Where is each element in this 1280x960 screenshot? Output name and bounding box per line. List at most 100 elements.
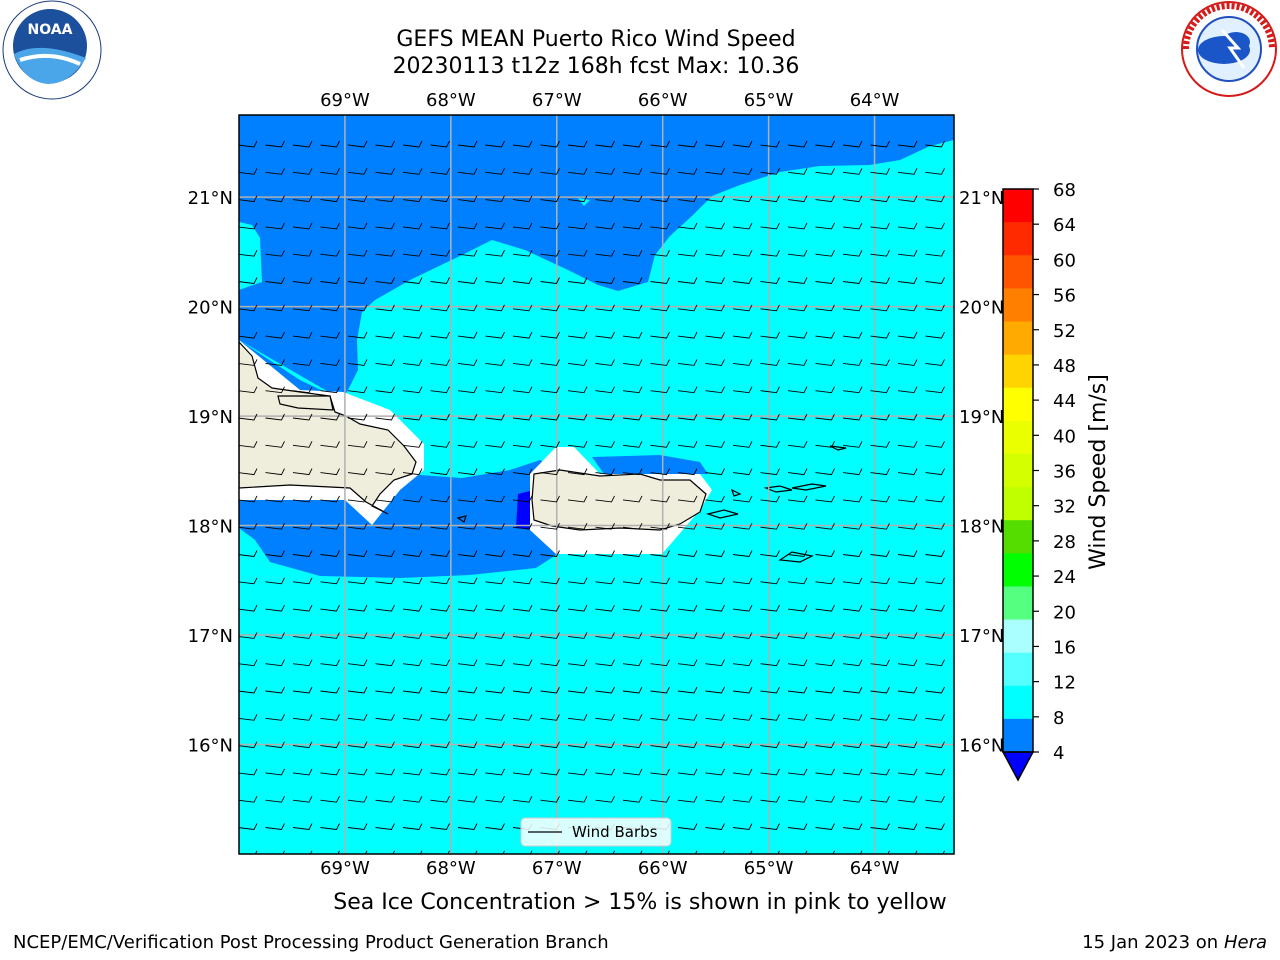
wind-barb (320, 604, 340, 612)
colorbar-swatch (1003, 586, 1033, 621)
wind-barb (485, 168, 505, 175)
wind-barb (925, 604, 945, 612)
wind-barb (375, 522, 395, 530)
wind-barb (347, 768, 368, 776)
wind-barb (650, 331, 670, 339)
wind-barb (540, 632, 560, 639)
wind-barb (430, 659, 450, 667)
wind-barb (512, 441, 533, 448)
wind-barb (457, 550, 478, 557)
wind-barb (760, 522, 780, 530)
wind-barb (430, 249, 450, 257)
wind-barb (320, 277, 340, 284)
wind-barb (375, 632, 395, 639)
wind-barb (897, 441, 918, 448)
wind-barb (239, 768, 258, 776)
wind-barb (567, 550, 588, 557)
wind-barb (540, 495, 560, 503)
wind-barb (540, 550, 560, 557)
wind-barb (677, 386, 698, 394)
wind-barb (705, 741, 725, 749)
wind-barb (787, 304, 808, 312)
wind-barb (622, 686, 643, 694)
legend-label: Wind Barbs (572, 823, 658, 841)
wind-barb (870, 304, 890, 312)
land-mona (456, 515, 467, 523)
wind-barb (870, 604, 890, 612)
wind-barb (457, 140, 478, 148)
wind-barb (430, 222, 450, 230)
wind-barb (622, 741, 643, 749)
wind-barb (402, 632, 423, 639)
wind-barb (842, 277, 863, 284)
lon-tick-label-top: 68°W (426, 90, 476, 111)
wind-barb (842, 195, 863, 203)
wind-barb (622, 659, 643, 667)
wind-barb (265, 604, 285, 612)
wind-barb (567, 168, 588, 175)
wind-barb (925, 331, 945, 339)
wind-barb (897, 304, 918, 312)
wind-barb (292, 386, 313, 394)
wind-barb (540, 222, 560, 230)
lon-tick-label-top: 69°W (320, 90, 370, 111)
wind-barb (265, 413, 285, 421)
wind-barb (457, 795, 478, 803)
wind-barb (239, 195, 258, 203)
wind-barb (457, 386, 478, 394)
wind-barb (430, 686, 450, 694)
wind-barb (375, 795, 395, 803)
wind-barb (760, 277, 780, 284)
wind-barb (485, 495, 505, 503)
wind-barb (650, 522, 670, 530)
wind-barb (540, 386, 560, 394)
wind-barb (897, 249, 918, 257)
wind-barb (760, 195, 780, 203)
wind-barb (457, 249, 478, 257)
wind-barb (595, 550, 615, 557)
wind-barb (347, 277, 368, 284)
wind-barb (540, 249, 560, 257)
wind-barb (320, 714, 340, 721)
wind-barb (540, 331, 560, 339)
wind-barb (787, 249, 808, 257)
wind-barb (292, 468, 313, 476)
wind-barb (842, 468, 863, 476)
wind-barb (677, 222, 698, 230)
wind-barb (677, 768, 698, 776)
wind-barb (925, 632, 945, 639)
footer-date: 15 Jan 2023 on Hera (1082, 932, 1267, 953)
wind-barb (485, 577, 505, 585)
wind-barb (239, 168, 258, 175)
wind-barb (787, 795, 808, 803)
wind-barb (292, 522, 313, 530)
wind-barb (540, 195, 560, 203)
wind-barb (622, 768, 643, 776)
wind-barb (787, 222, 808, 230)
wind-barb (375, 577, 395, 585)
lat-tick-label-left: 20°N (188, 298, 233, 319)
wind-barb (705, 359, 725, 366)
wind-barb (402, 795, 423, 803)
wind-barb (265, 140, 285, 148)
wind-barb (650, 222, 670, 230)
wind-barb (897, 550, 918, 557)
wind-barb (650, 768, 670, 776)
wind-barb (567, 632, 588, 639)
wind-barb (897, 222, 918, 230)
wind-barb (897, 768, 918, 776)
wind-barb (842, 741, 863, 749)
wind-barb (430, 768, 450, 776)
wind-barb (457, 768, 478, 776)
wind-barb (239, 468, 258, 476)
wind-barb (595, 413, 615, 421)
wind-barb (760, 495, 780, 503)
colorbar-swatch (1003, 685, 1033, 720)
wind-barb (732, 195, 753, 203)
wind-barb (540, 795, 560, 803)
wind-barb (760, 304, 780, 312)
wind-barb (320, 386, 340, 394)
wind-field-4-8-pr-north (592, 455, 708, 474)
wind-barb (722, 850, 725, 854)
wind-barb (485, 222, 505, 230)
